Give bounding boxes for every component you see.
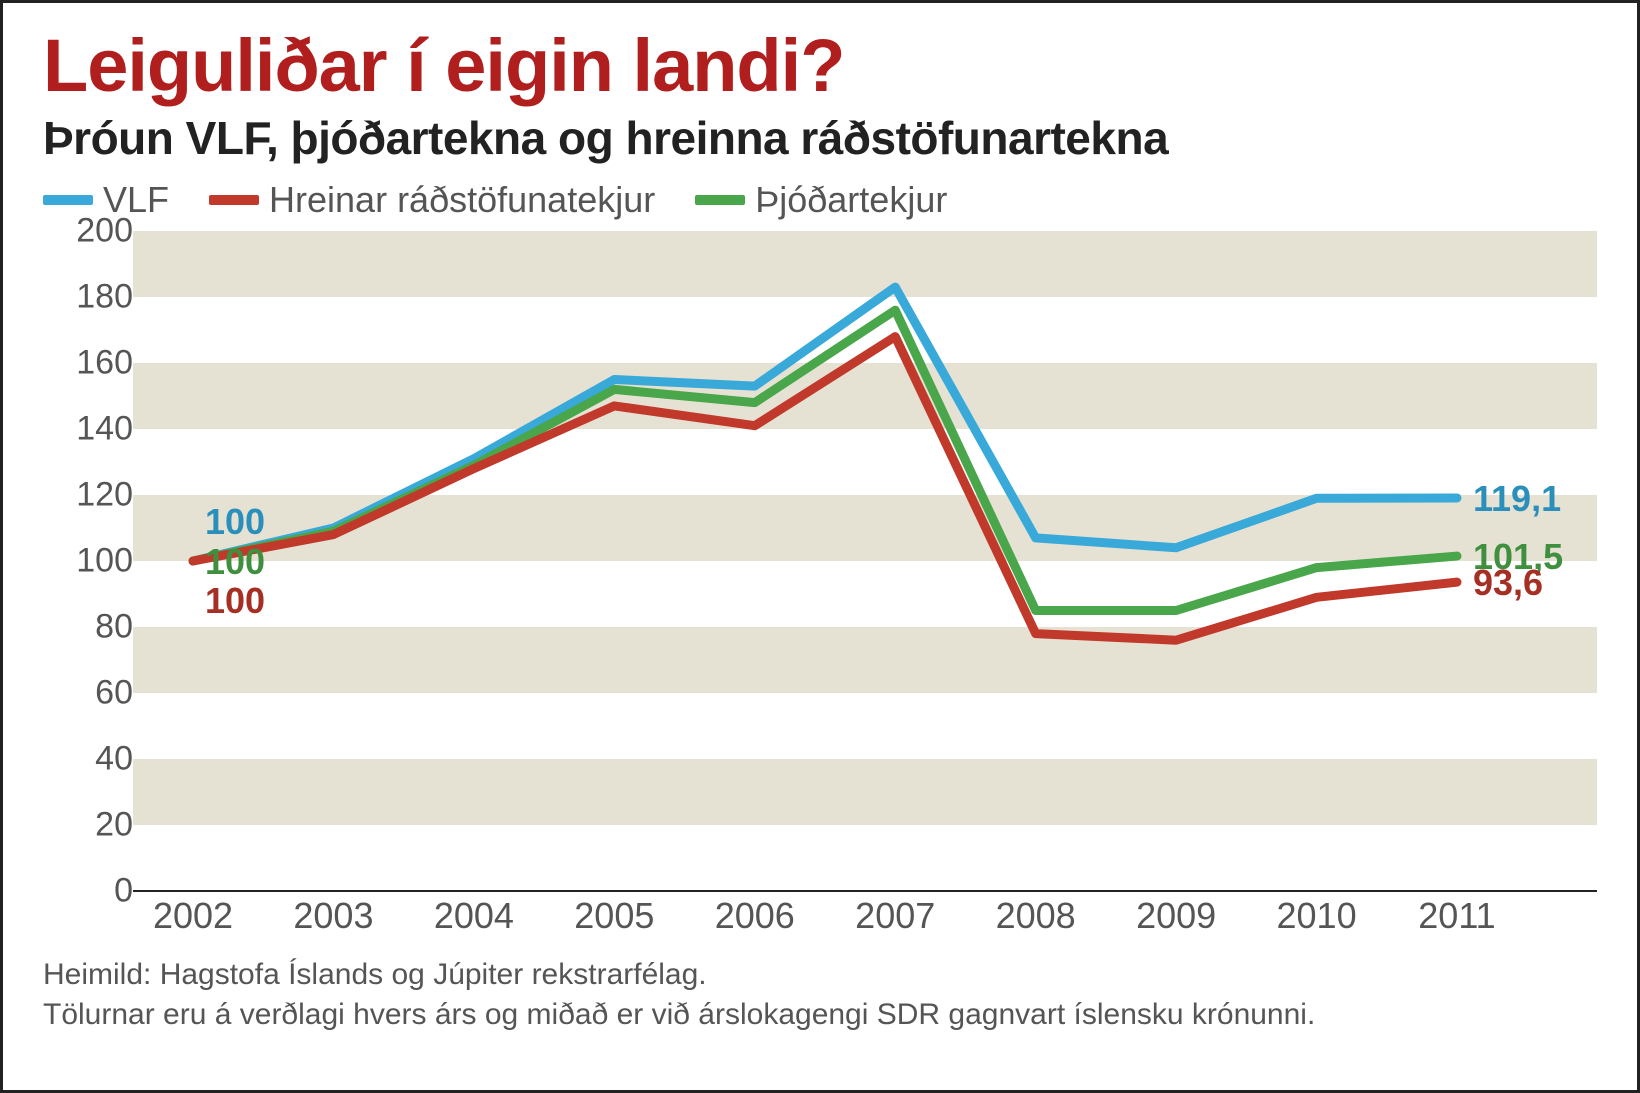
series-line-hrein <box>193 336 1457 640</box>
x-tick-label: 2006 <box>715 895 795 937</box>
y-tick-label: 100 <box>53 541 133 580</box>
line-series-svg <box>133 231 1597 891</box>
legend-swatch-thjod <box>695 195 745 205</box>
y-axis: 020406080100120140160180200 <box>43 231 133 891</box>
chart-title: Leiguliðar í eigin landi? <box>43 27 1597 105</box>
start-label-vlf: 100 <box>205 501 265 543</box>
legend-item-hrein: Hreinar ráðstöfunatekjur <box>209 179 655 221</box>
footnote-line-2: Tölurnar eru á verðlagi hvers árs og mið… <box>43 995 1597 1036</box>
start-label-hrein: 100 <box>205 580 265 622</box>
y-tick-label: 60 <box>53 673 133 712</box>
footnote-line-1: Heimild: Hagstofa Íslands og Júpiter rek… <box>43 955 1597 996</box>
y-tick-label: 80 <box>53 607 133 646</box>
chart-frame: Leiguliðar í eigin landi? Þróun VLF, þjó… <box>0 0 1640 1093</box>
x-tick-label: 2010 <box>1277 895 1357 937</box>
legend-item-thjod: Þjóðartekjur <box>695 179 947 221</box>
y-tick-label: 160 <box>53 343 133 382</box>
legend: VLFHreinar ráðstöfunatekjurÞjóðartekjur <box>43 179 1597 221</box>
x-tick-label: 2011 <box>1418 895 1495 937</box>
end-label-hrein: 93,6 <box>1473 562 1543 604</box>
y-tick-label: 180 <box>53 277 133 316</box>
x-tick-label: 2003 <box>293 895 373 937</box>
y-tick-label: 20 <box>53 805 133 844</box>
y-tick-label: 0 <box>53 871 133 910</box>
legend-swatch-hrein <box>209 195 259 205</box>
x-axis-line <box>133 890 1597 892</box>
chart-area: 020406080100120140160180200 100100100119… <box>43 231 1597 941</box>
x-tick-label: 2004 <box>434 895 514 937</box>
chart-subtitle: Þróun VLF, þjóðartekna og hreinna ráðstö… <box>43 111 1597 165</box>
footnote: Heimild: Hagstofa Íslands og Júpiter rek… <box>43 955 1597 1036</box>
legend-label-thjod: Þjóðartekjur <box>755 179 947 221</box>
start-label-thjod: 100 <box>205 541 265 583</box>
end-label-vlf: 119,1 <box>1473 478 1561 520</box>
x-tick-label: 2009 <box>1136 895 1216 937</box>
y-tick-label: 40 <box>53 739 133 778</box>
series-line-thjod <box>193 310 1457 610</box>
series-line-vlf <box>193 287 1457 561</box>
x-tick-label: 2002 <box>153 895 233 937</box>
y-tick-label: 200 <box>53 211 133 250</box>
y-tick-label: 140 <box>53 409 133 448</box>
legend-swatch-vlf <box>43 195 93 205</box>
x-tick-label: 2007 <box>855 895 935 937</box>
x-tick-label: 2008 <box>996 895 1076 937</box>
legend-label-hrein: Hreinar ráðstöfunatekjur <box>269 179 655 221</box>
x-tick-label: 2005 <box>574 895 654 937</box>
plot-area: 100100100119,1101,593,6 <box>133 231 1597 891</box>
y-tick-label: 120 <box>53 475 133 514</box>
